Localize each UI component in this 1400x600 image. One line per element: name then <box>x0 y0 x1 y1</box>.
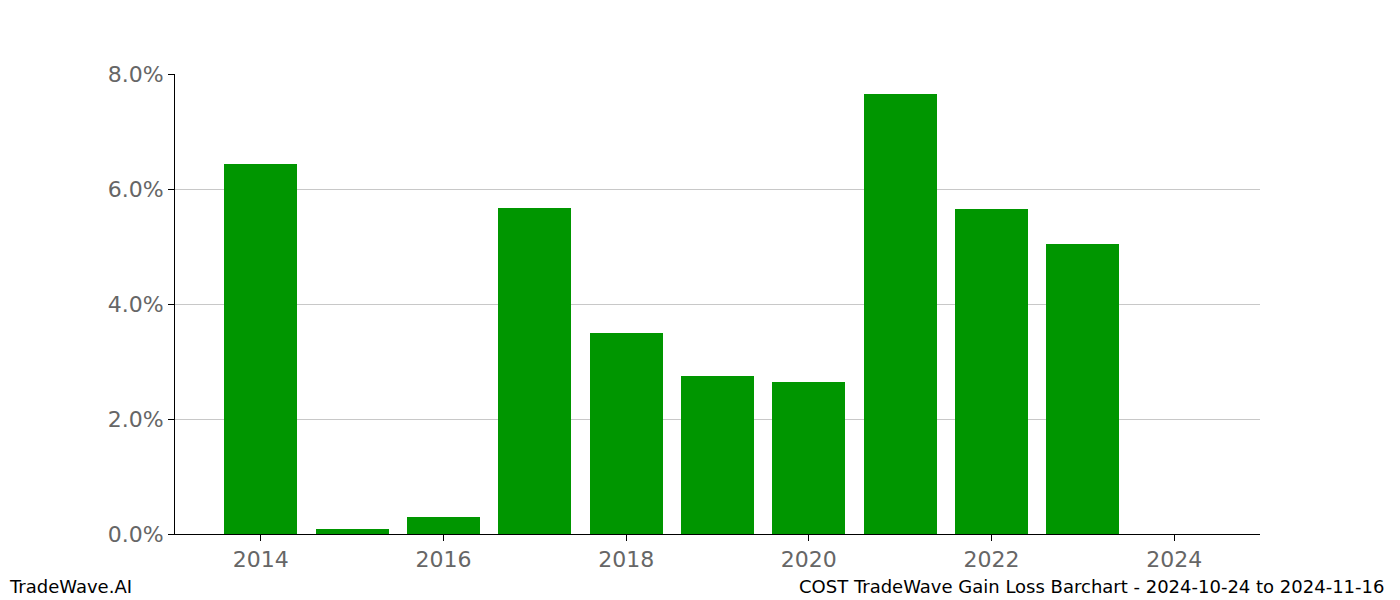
svg-text:6.0%: 6.0% <box>108 177 164 202</box>
svg-text:2022: 2022 <box>963 547 1019 572</box>
svg-text:2020: 2020 <box>781 547 837 572</box>
svg-text:2024: 2024 <box>1146 547 1202 572</box>
svg-text:COST TradeWave Gain Loss Barch: COST TradeWave Gain Loss Barchart - 2024… <box>799 576 1384 597</box>
svg-text:2.0%: 2.0% <box>108 407 164 432</box>
svg-text:0.0%: 0.0% <box>108 522 164 547</box>
svg-text:8.0%: 8.0% <box>108 62 164 87</box>
svg-text:2016: 2016 <box>416 547 472 572</box>
svg-text:2018: 2018 <box>598 547 654 572</box>
svg-text:4.0%: 4.0% <box>108 292 164 317</box>
svg-text:2014: 2014 <box>233 547 289 572</box>
svg-text:TradeWave.AI: TradeWave.AI <box>9 576 132 597</box>
